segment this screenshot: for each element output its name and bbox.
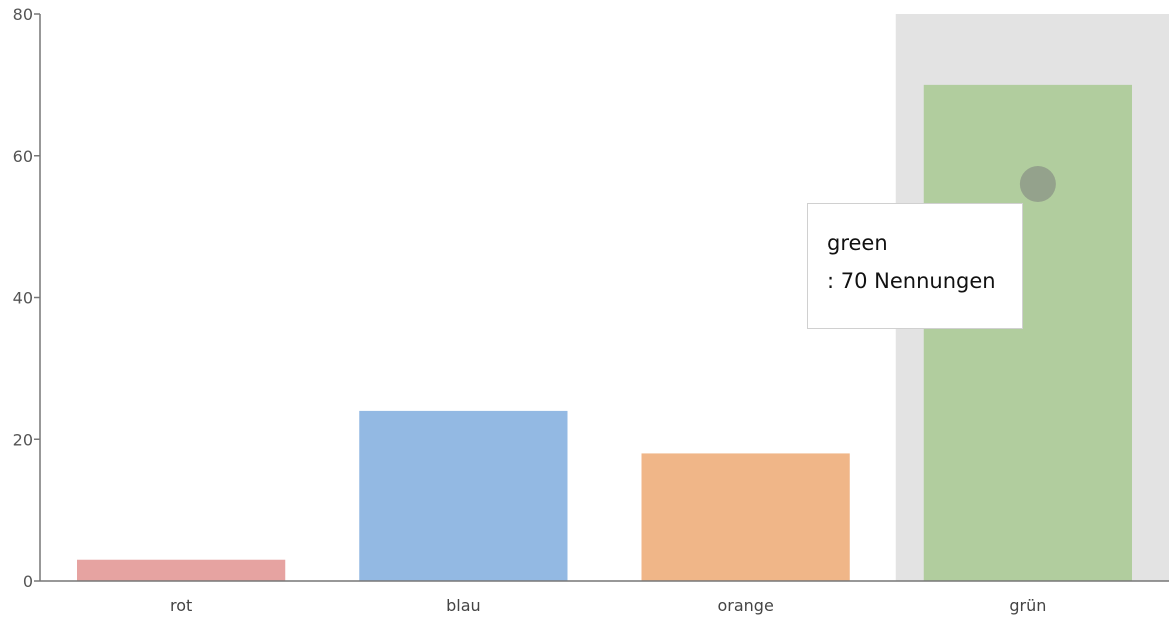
x-tick-label-orange: orange bbox=[717, 596, 773, 615]
bar-gr-n[interactable] bbox=[923, 84, 1132, 581]
y-tick-label: 40 bbox=[13, 289, 33, 308]
y-tick-label: 60 bbox=[13, 147, 33, 166]
hover-marker bbox=[1019, 166, 1056, 202]
x-tick-label-rot: rot bbox=[170, 596, 192, 615]
y-tick-label: 80 bbox=[13, 5, 33, 24]
bar-rot[interactable] bbox=[77, 559, 286, 581]
tooltip-series-name: green bbox=[827, 231, 888, 255]
bar-orange[interactable] bbox=[641, 453, 850, 581]
tooltip: green : 70 Nennungen bbox=[807, 203, 1023, 329]
y-tick-label: 0 bbox=[23, 572, 33, 591]
x-tick-label-blau: blau bbox=[446, 596, 481, 615]
bar-blau[interactable] bbox=[359, 410, 568, 581]
y-tick-label: 20 bbox=[13, 430, 33, 449]
tooltip-value: : 70 Nennungen bbox=[827, 269, 996, 293]
x-tick-label-gr-n: grün bbox=[1009, 596, 1046, 615]
